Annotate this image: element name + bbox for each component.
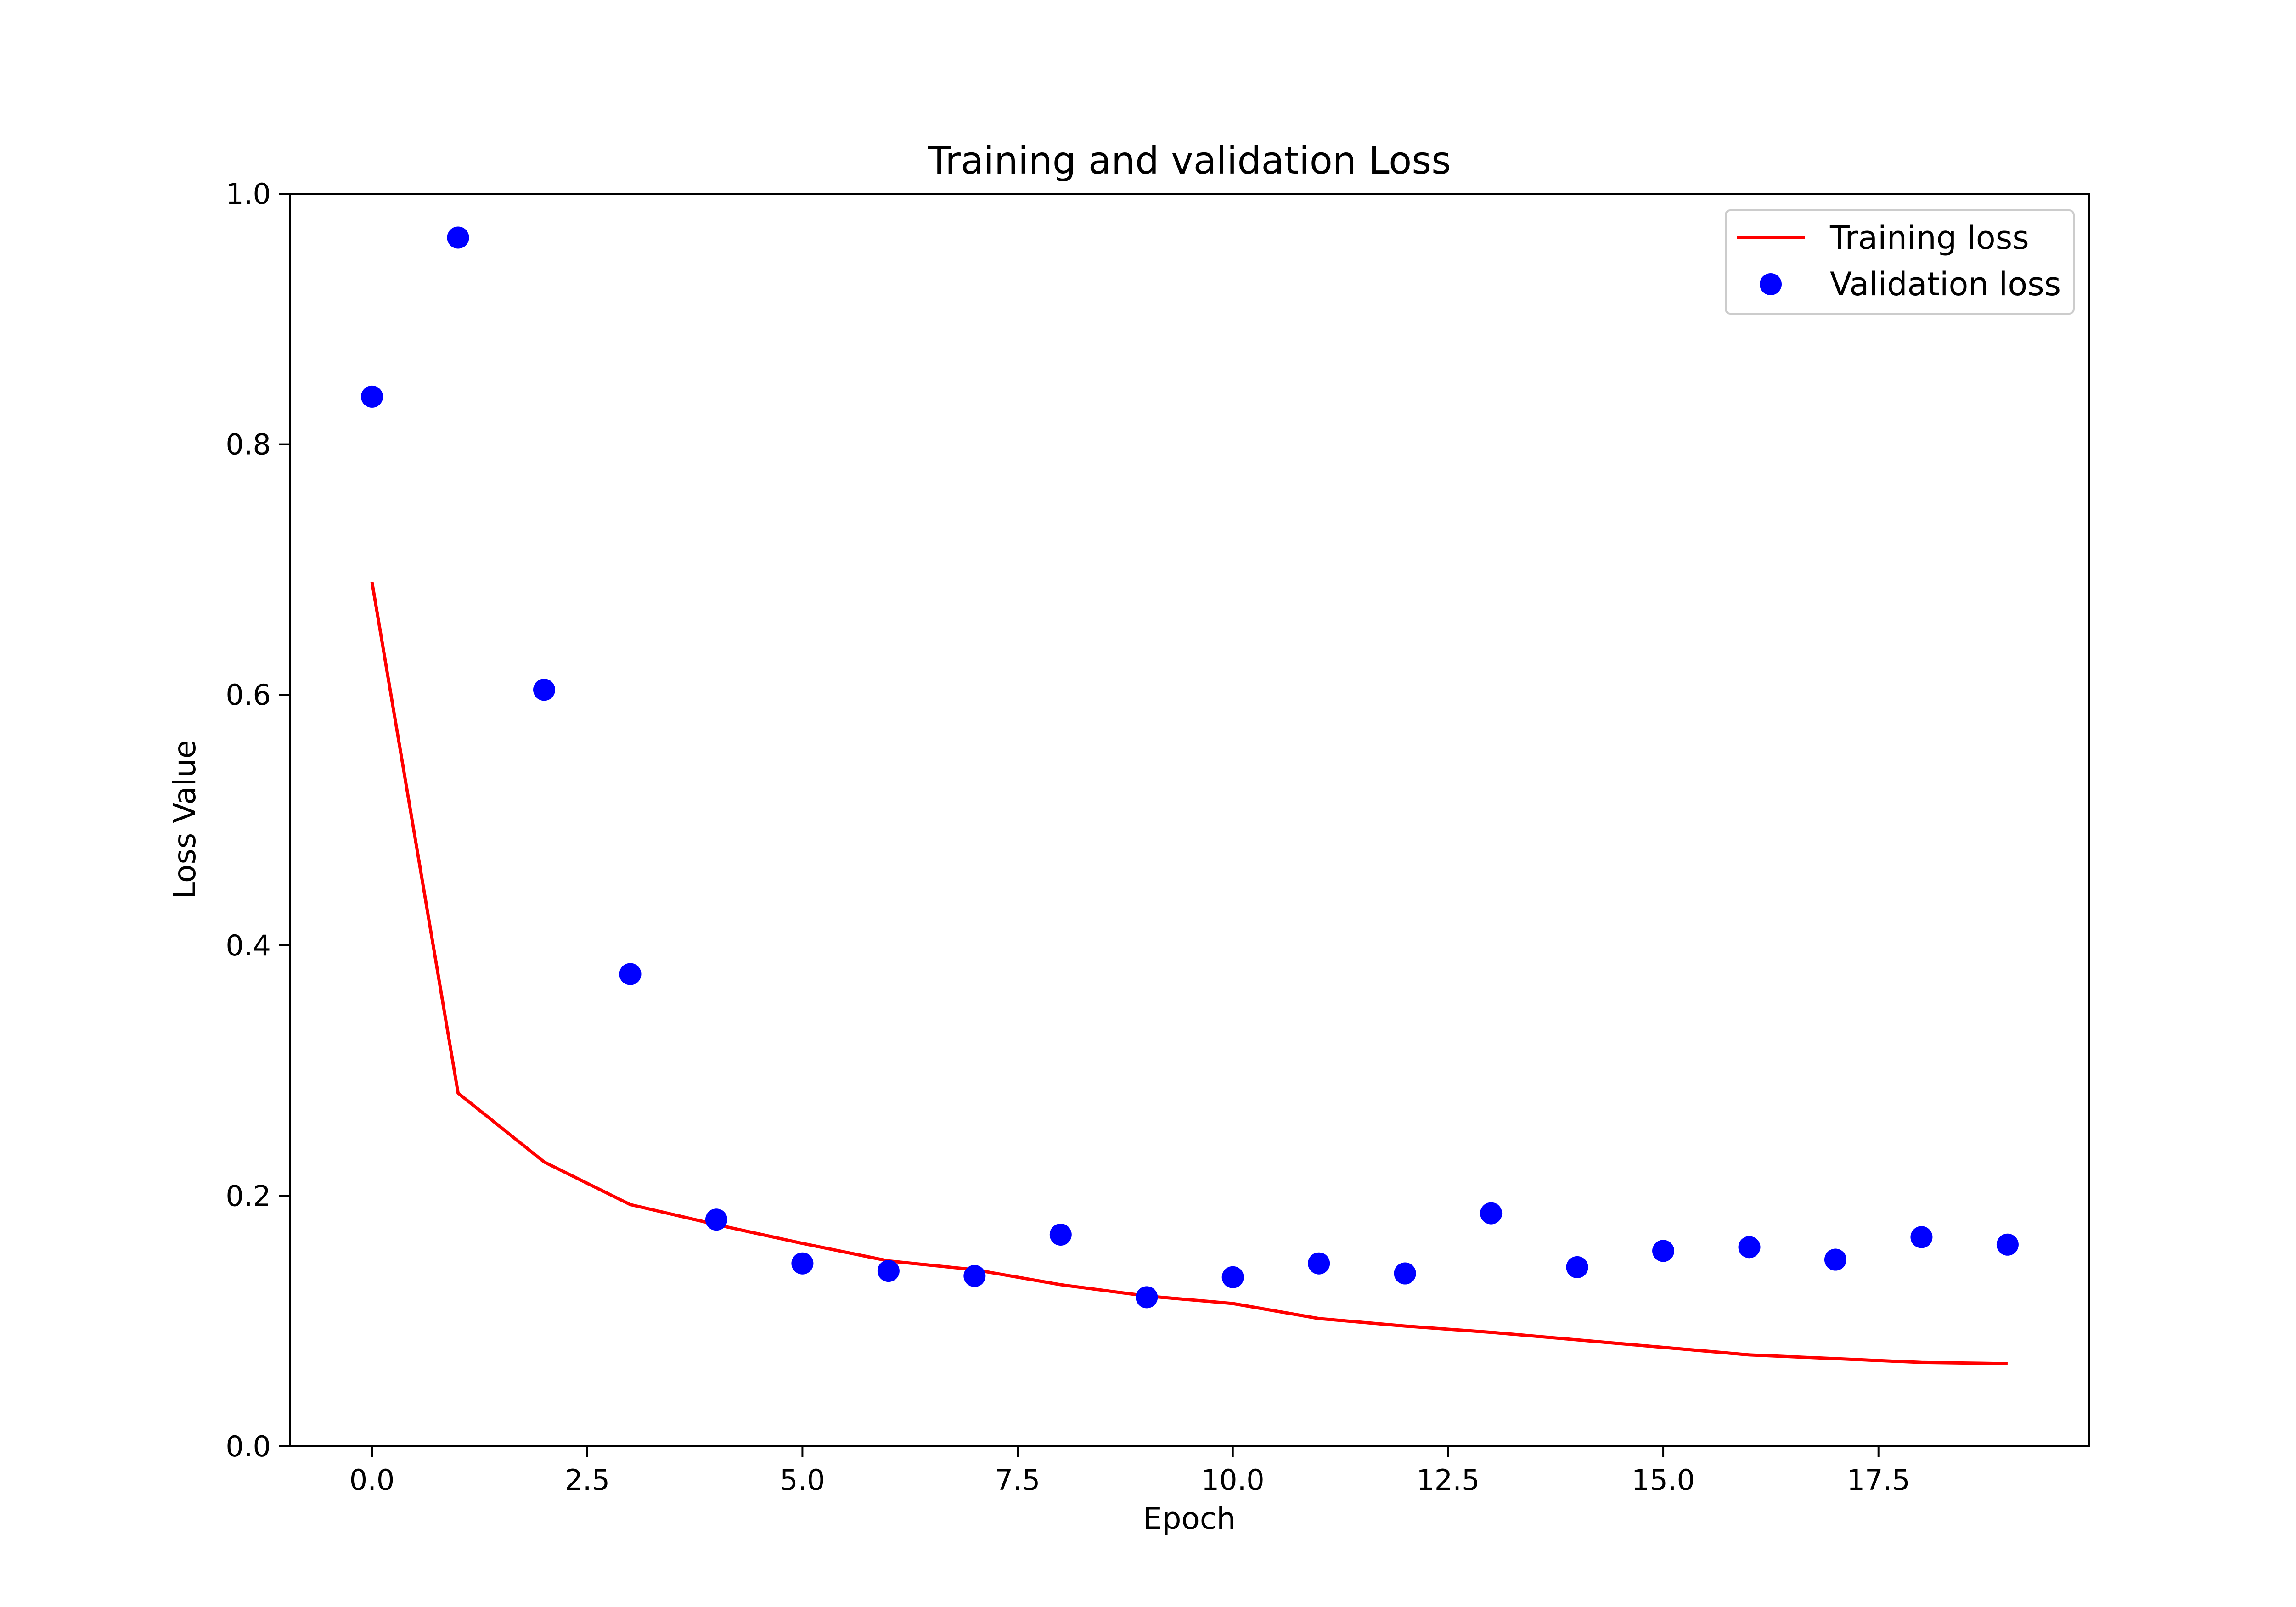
legend-validation-label: Validation loss [1830, 265, 2061, 303]
validation-loss-point [1910, 1226, 1933, 1248]
x-tick-label: 0.0 [349, 1463, 395, 1497]
validation-loss-point [1394, 1262, 1416, 1285]
x-tick-label: 12.5 [1416, 1463, 1480, 1497]
validation-loss-point [533, 679, 556, 701]
validation-loss-point [877, 1260, 900, 1282]
x-tick-label: 2.5 [564, 1463, 610, 1497]
y-tick-label: 1.0 [225, 177, 271, 211]
y-axis: 0.0 0.2 0.4 0.6 0.8 1.0 [225, 177, 290, 1463]
validation-loss-point [1308, 1252, 1330, 1275]
legend: Training loss Validation loss [1725, 209, 2075, 315]
validation-loss-point [447, 226, 469, 249]
legend-training-label: Training loss [1829, 219, 2029, 257]
validation-loss-point [791, 1252, 814, 1275]
x-axis-label: Epoch [1143, 1501, 1236, 1536]
validation-loss-point [1652, 1240, 1675, 1262]
x-tick-label: 10.0 [1201, 1463, 1265, 1497]
validation-loss-point [1049, 1223, 1072, 1246]
validation-loss-point [1738, 1236, 1761, 1259]
validation-loss-point [1480, 1202, 1503, 1225]
legend-validation-marker-icon [1760, 273, 1782, 295]
x-tick-label: 5.0 [780, 1463, 825, 1497]
validation-loss-point [963, 1264, 986, 1287]
y-axis-label: Loss Value [167, 740, 203, 899]
y-tick-label: 0.2 [225, 1179, 271, 1213]
validation-loss-point [1566, 1256, 1588, 1278]
chart-title: Training and validation Loss [927, 139, 1451, 183]
y-tick-label: 0.0 [225, 1430, 271, 1463]
validation-loss-point [361, 385, 383, 408]
validation-loss-point [1996, 1233, 2019, 1256]
validation-loss-point [1221, 1266, 1244, 1288]
x-tick-label: 7.5 [995, 1463, 1041, 1497]
plot-frame [289, 193, 2090, 1447]
y-tick-label: 0.6 [225, 678, 271, 712]
validation-loss-point [619, 963, 642, 985]
legend-box [1725, 209, 2075, 315]
validation-loss-point [1136, 1286, 1158, 1309]
x-tick-label: 15.0 [1632, 1463, 1695, 1497]
validation-loss-point [705, 1208, 727, 1231]
x-tick-label: 17.5 [1847, 1463, 1910, 1497]
y-tick-label: 0.8 [225, 428, 271, 461]
y-tick-label: 0.4 [225, 929, 271, 962]
training-loss-line [370, 582, 2008, 1365]
plot-area [361, 226, 2019, 1365]
x-axis: 0.0 2.5 5.0 7.5 10.0 12.5 15.0 17.5 [349, 1446, 1910, 1497]
validation-loss-point [1824, 1248, 1846, 1271]
